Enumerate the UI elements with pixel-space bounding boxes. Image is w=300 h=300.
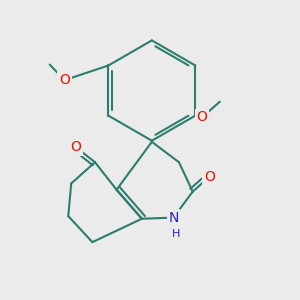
Text: O: O [196,110,208,124]
Text: O: O [204,170,215,184]
Text: O: O [59,73,70,87]
Text: O: O [70,140,81,154]
Text: H: H [172,229,181,239]
Text: N: N [168,211,178,225]
